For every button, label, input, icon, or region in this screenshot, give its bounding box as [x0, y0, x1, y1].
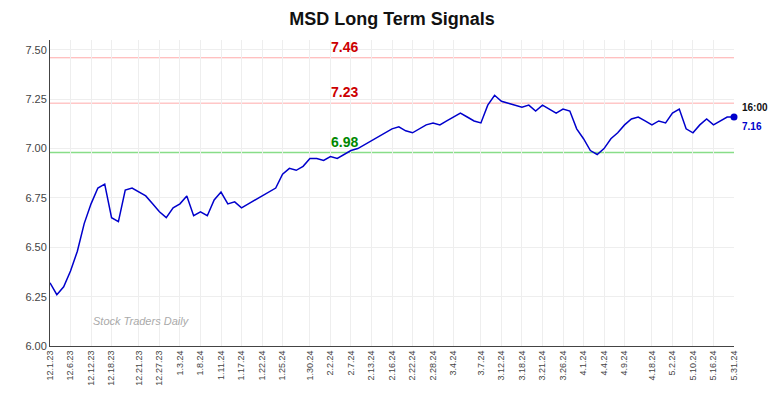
svg-text:2.7.24: 2.7.24 — [346, 351, 356, 376]
svg-text:1.3.24: 1.3.24 — [175, 351, 185, 376]
svg-text:1.30.24: 1.30.24 — [305, 351, 315, 381]
svg-text:3.21.24: 3.21.24 — [537, 351, 547, 381]
svg-text:7.16: 7.16 — [742, 121, 762, 132]
svg-text:1.8.24: 1.8.24 — [195, 351, 205, 376]
svg-text:4.1.24: 4.1.24 — [578, 351, 588, 376]
svg-text:5.16.24: 5.16.24 — [708, 351, 718, 381]
svg-text:3.7.24: 3.7.24 — [476, 351, 486, 376]
svg-text:7.46: 7.46 — [331, 39, 358, 55]
svg-text:3.4.24: 3.4.24 — [448, 351, 458, 376]
svg-text:2.28.24: 2.28.24 — [428, 351, 438, 381]
svg-text:2.2.24: 2.2.24 — [325, 351, 335, 376]
svg-text:6.98: 6.98 — [331, 134, 358, 150]
svg-text:12.21.23: 12.21.23 — [134, 351, 144, 386]
svg-text:2.22.24: 2.22.24 — [407, 351, 417, 381]
svg-text:12.12.23: 12.12.23 — [86, 351, 96, 386]
svg-text:12.27.23: 12.27.23 — [154, 351, 164, 386]
svg-text:Stock Traders Daily: Stock Traders Daily — [93, 315, 190, 327]
svg-text:12.1.23: 12.1.23 — [45, 351, 55, 381]
svg-text:4.4.24: 4.4.24 — [599, 351, 609, 376]
svg-text:MSD Long Term Signals: MSD Long Term Signals — [289, 9, 495, 29]
svg-text:7.00: 7.00 — [25, 142, 46, 154]
svg-text:16:00: 16:00 — [742, 102, 768, 113]
svg-text:2.13.24: 2.13.24 — [366, 351, 376, 381]
svg-text:7.25: 7.25 — [25, 93, 46, 105]
svg-text:12.18.23: 12.18.23 — [106, 351, 116, 386]
svg-text:5.10.24: 5.10.24 — [688, 351, 698, 381]
svg-text:6.00: 6.00 — [25, 340, 46, 352]
svg-text:4.18.24: 4.18.24 — [647, 351, 657, 381]
svg-text:4.9.24: 4.9.24 — [619, 351, 629, 376]
svg-text:12.6.23: 12.6.23 — [65, 351, 75, 381]
svg-text:1.17.24: 1.17.24 — [236, 351, 246, 381]
svg-text:7.50: 7.50 — [25, 44, 46, 56]
svg-text:5.2.24: 5.2.24 — [667, 351, 677, 376]
svg-text:6.50: 6.50 — [25, 241, 46, 253]
svg-text:1.11.24: 1.11.24 — [216, 351, 226, 380]
svg-text:1.25.24: 1.25.24 — [277, 351, 287, 381]
svg-text:7.23: 7.23 — [331, 84, 358, 100]
svg-text:3.18.24: 3.18.24 — [517, 351, 527, 381]
svg-text:3.26.24: 3.26.24 — [558, 351, 568, 381]
svg-text:2.16.24: 2.16.24 — [387, 351, 397, 381]
svg-text:6.75: 6.75 — [25, 192, 46, 204]
svg-text:3.12.24: 3.12.24 — [496, 351, 506, 381]
svg-text:5.31.24: 5.31.24 — [729, 351, 739, 381]
svg-text:1.22.24: 1.22.24 — [257, 351, 267, 381]
svg-text:6.25: 6.25 — [25, 291, 46, 303]
